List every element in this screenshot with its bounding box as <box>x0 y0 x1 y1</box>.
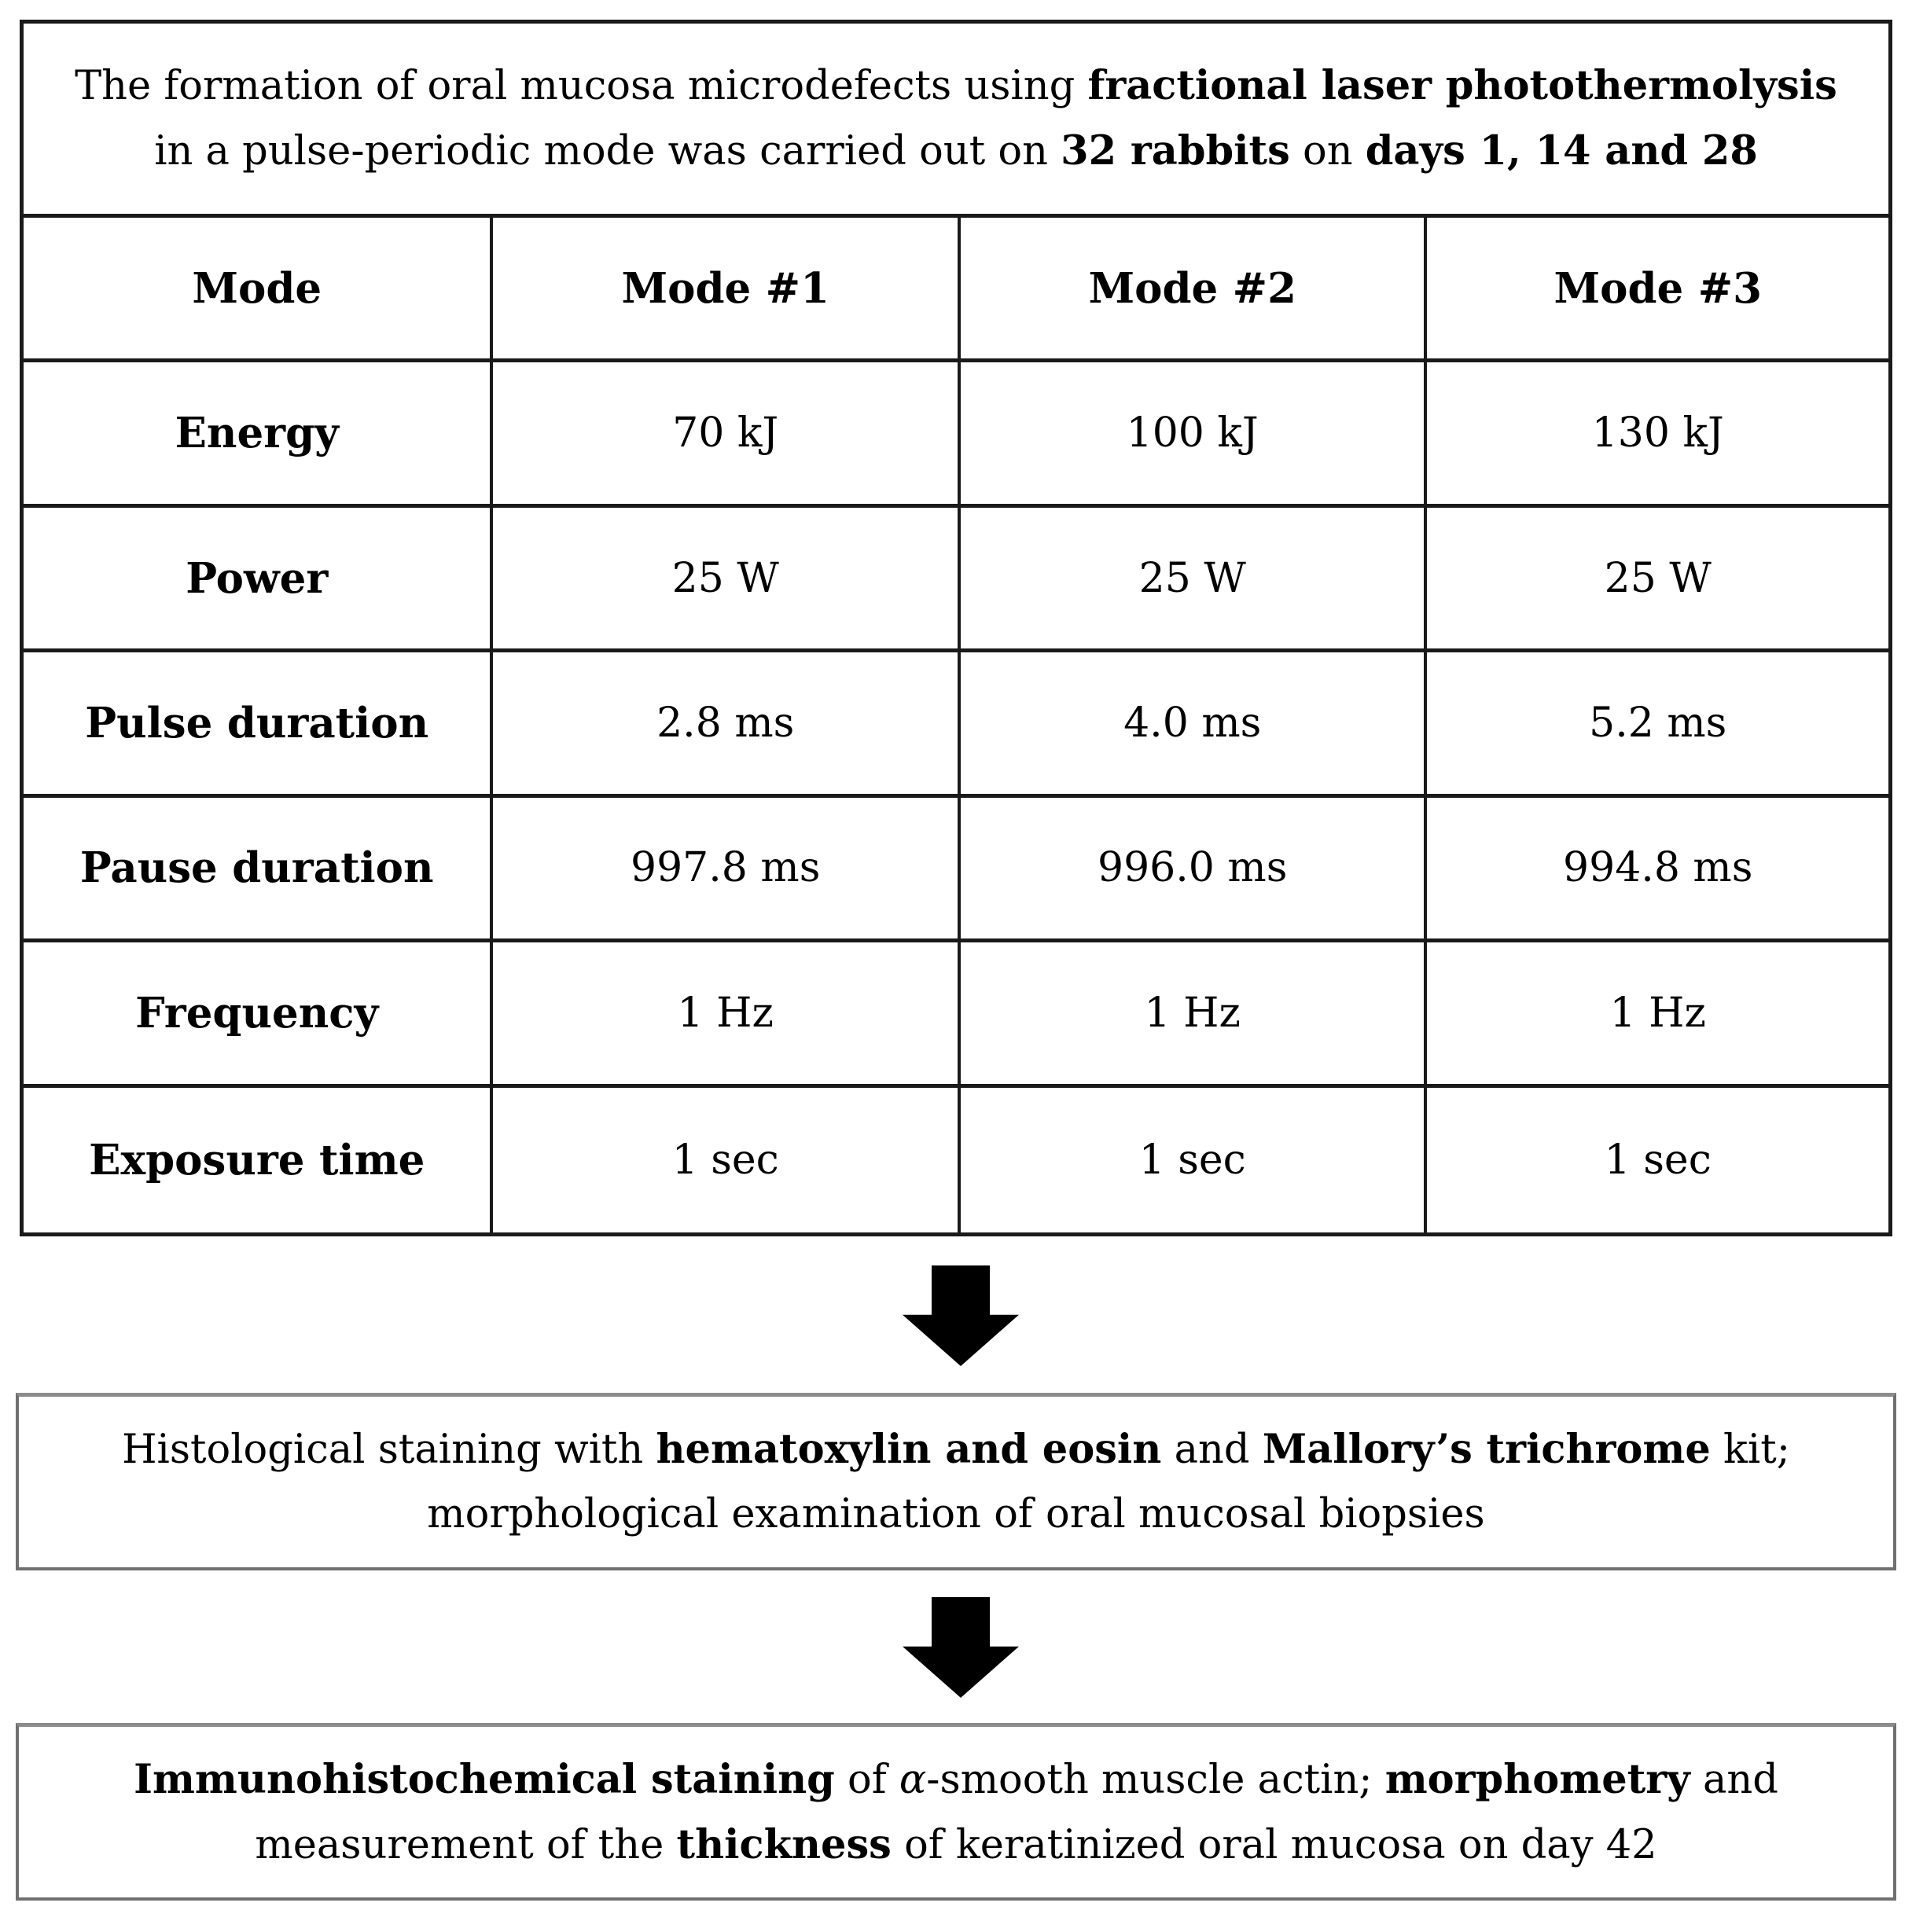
histological-staining-box: Histological staining with hematoxylin a… <box>16 1393 1896 1570</box>
cell-value: 25 W <box>960 507 1428 653</box>
row-label: Power <box>24 507 494 653</box>
row-label: Energy <box>24 362 494 508</box>
cell-value: 1 sec <box>493 1087 961 1232</box>
column-header: Mode #2 <box>960 218 1428 363</box>
row-label: Frequency <box>24 942 494 1088</box>
text-line: measurement of the thickness of keratini… <box>255 1820 1657 1868</box>
cell-value: 2.8 ms <box>493 652 961 798</box>
cell-value: 1 sec <box>961 1087 1428 1232</box>
laser-parameters-table: The formation of oral mucosa microdefect… <box>20 20 1892 1236</box>
down-arrow-icon <box>903 1597 1019 1698</box>
row-label: Pulse duration <box>24 652 494 798</box>
cell-value: 100 kJ <box>960 362 1428 508</box>
cell-value: 5.2 ms <box>1427 652 1888 798</box>
text-line: The formation of oral mucosa microdefect… <box>75 62 1837 109</box>
cell-value: 994.8 ms <box>1427 798 1888 943</box>
text-line: Histological staining with hematoxylin a… <box>122 1426 1790 1473</box>
text-line: morphological examination of oral mucosa… <box>427 1491 1485 1537</box>
cell-value: 25 W <box>1427 508 1888 653</box>
cell-value: 25 W <box>493 507 961 653</box>
cell-value: 1 Hz <box>960 942 1428 1088</box>
cell-value: 1 sec <box>1604 1136 1712 1184</box>
cell-value: 4.0 ms <box>960 652 1428 798</box>
cell-value: 996.0 ms <box>960 797 1428 943</box>
row-label: Exposure time <box>24 1087 494 1232</box>
text-line: in a pulse-periodic mode was carried out… <box>154 127 1758 174</box>
parameters-grid: Mode Mode #1 Mode #2 Mode #3 Energy 70 kJ 100 … <box>24 218 1888 1232</box>
cell-value: 130 kJ <box>1427 362 1888 508</box>
cell-value: 1 Hz <box>1427 942 1888 1088</box>
row-label: Pause duration <box>24 797 494 943</box>
column-header: Mode #3 <box>1427 218 1888 363</box>
immunohistochemical-staining-box: Immunohistochemical staining of α-smooth… <box>16 1723 1896 1901</box>
column-header: Mode #1 <box>493 218 961 363</box>
text-line: Immunohistochemical staining of α-smooth… <box>134 1755 1778 1803</box>
column-header: Mode <box>24 218 494 363</box>
cell-value: 70 kJ <box>493 362 961 508</box>
cell-value: 997.8 ms <box>493 797 961 943</box>
cell-value: 1 Hz <box>493 942 961 1088</box>
down-arrow-icon <box>903 1265 1019 1366</box>
table-title: The formation of oral mucosa microdefect… <box>24 24 1888 218</box>
